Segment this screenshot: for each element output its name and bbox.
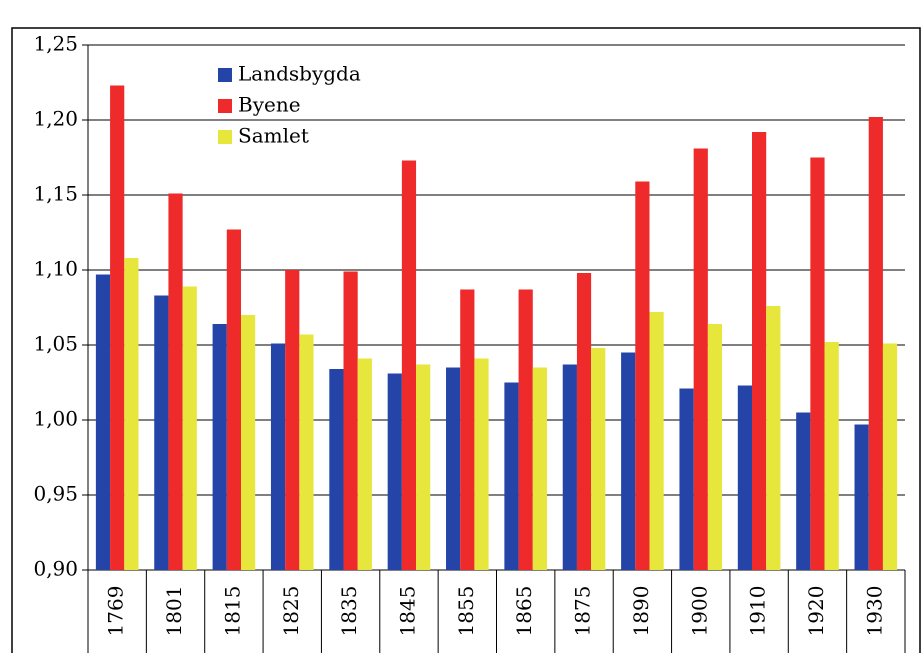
legend-label: Samlet — [238, 124, 309, 148]
bar — [387, 373, 402, 570]
y-tick-label: 1,15 — [33, 182, 78, 206]
x-tick-label: 1910 — [746, 586, 770, 637]
bar — [810, 157, 825, 570]
bar — [285, 270, 300, 570]
bar — [474, 358, 489, 570]
y-tick-label: 1,00 — [33, 407, 78, 431]
x-tick-label: 1875 — [571, 586, 595, 637]
bar — [679, 388, 694, 570]
bar — [796, 412, 811, 570]
bar — [299, 334, 314, 570]
bar — [576, 273, 592, 570]
bar — [95, 274, 111, 570]
chart-border — [11, 27, 921, 653]
bar — [124, 258, 139, 570]
bar — [518, 289, 533, 570]
bar — [416, 364, 431, 570]
legend-label: Landsbygda — [238, 62, 361, 86]
y-tick-label: 0,95 — [33, 482, 78, 506]
y-tick-label: 0,90 — [33, 557, 78, 581]
y-tick-label: 1,25 — [33, 32, 78, 56]
bar — [329, 369, 344, 570]
bar — [621, 352, 636, 570]
bar — [693, 148, 708, 570]
y-tick-label: 1,20 — [33, 107, 78, 131]
bar — [343, 271, 358, 570]
bar — [460, 289, 475, 570]
x-tick-label: 1835 — [337, 586, 361, 637]
bar — [532, 367, 547, 570]
bar — [357, 358, 372, 570]
x-tick-label: 1825 — [279, 586, 303, 637]
y-tick-label: 1,05 — [33, 332, 78, 356]
legend-swatch — [218, 130, 232, 144]
legend-swatch — [218, 99, 232, 113]
x-tick-label: 1865 — [512, 586, 536, 637]
bar — [752, 132, 767, 570]
x-tick-label: 1930 — [862, 586, 886, 637]
bar — [707, 324, 723, 570]
bar — [182, 286, 197, 570]
bar — [212, 324, 227, 570]
bar — [635, 181, 650, 570]
bar — [401, 160, 417, 570]
bar — [766, 306, 781, 570]
bar — [154, 295, 169, 570]
x-tick-label: 1801 — [162, 586, 186, 637]
legend-label: Byene — [238, 93, 301, 117]
bar — [504, 382, 519, 570]
bar — [854, 424, 869, 570]
bar — [446, 367, 461, 570]
x-tick-label: 1855 — [454, 586, 478, 637]
bar — [270, 343, 286, 570]
bar — [562, 364, 577, 570]
y-tick-label: 1,10 — [33, 257, 78, 281]
bar — [591, 348, 606, 570]
bar — [868, 117, 883, 570]
bar — [737, 385, 753, 570]
x-tick-label: 1815 — [220, 586, 244, 637]
bar — [168, 193, 183, 570]
legend-swatch — [218, 68, 232, 82]
bar — [110, 85, 125, 570]
x-tick-label: 1845 — [395, 586, 419, 637]
x-tick-label: 1920 — [804, 586, 828, 637]
bar — [226, 229, 241, 570]
bar — [824, 342, 839, 570]
x-tick-label: 1769 — [104, 586, 128, 637]
bar — [882, 343, 898, 570]
x-tick-label: 1890 — [629, 586, 653, 637]
x-tick-label: 1900 — [687, 586, 711, 637]
bar — [649, 312, 664, 570]
bar — [240, 315, 256, 570]
